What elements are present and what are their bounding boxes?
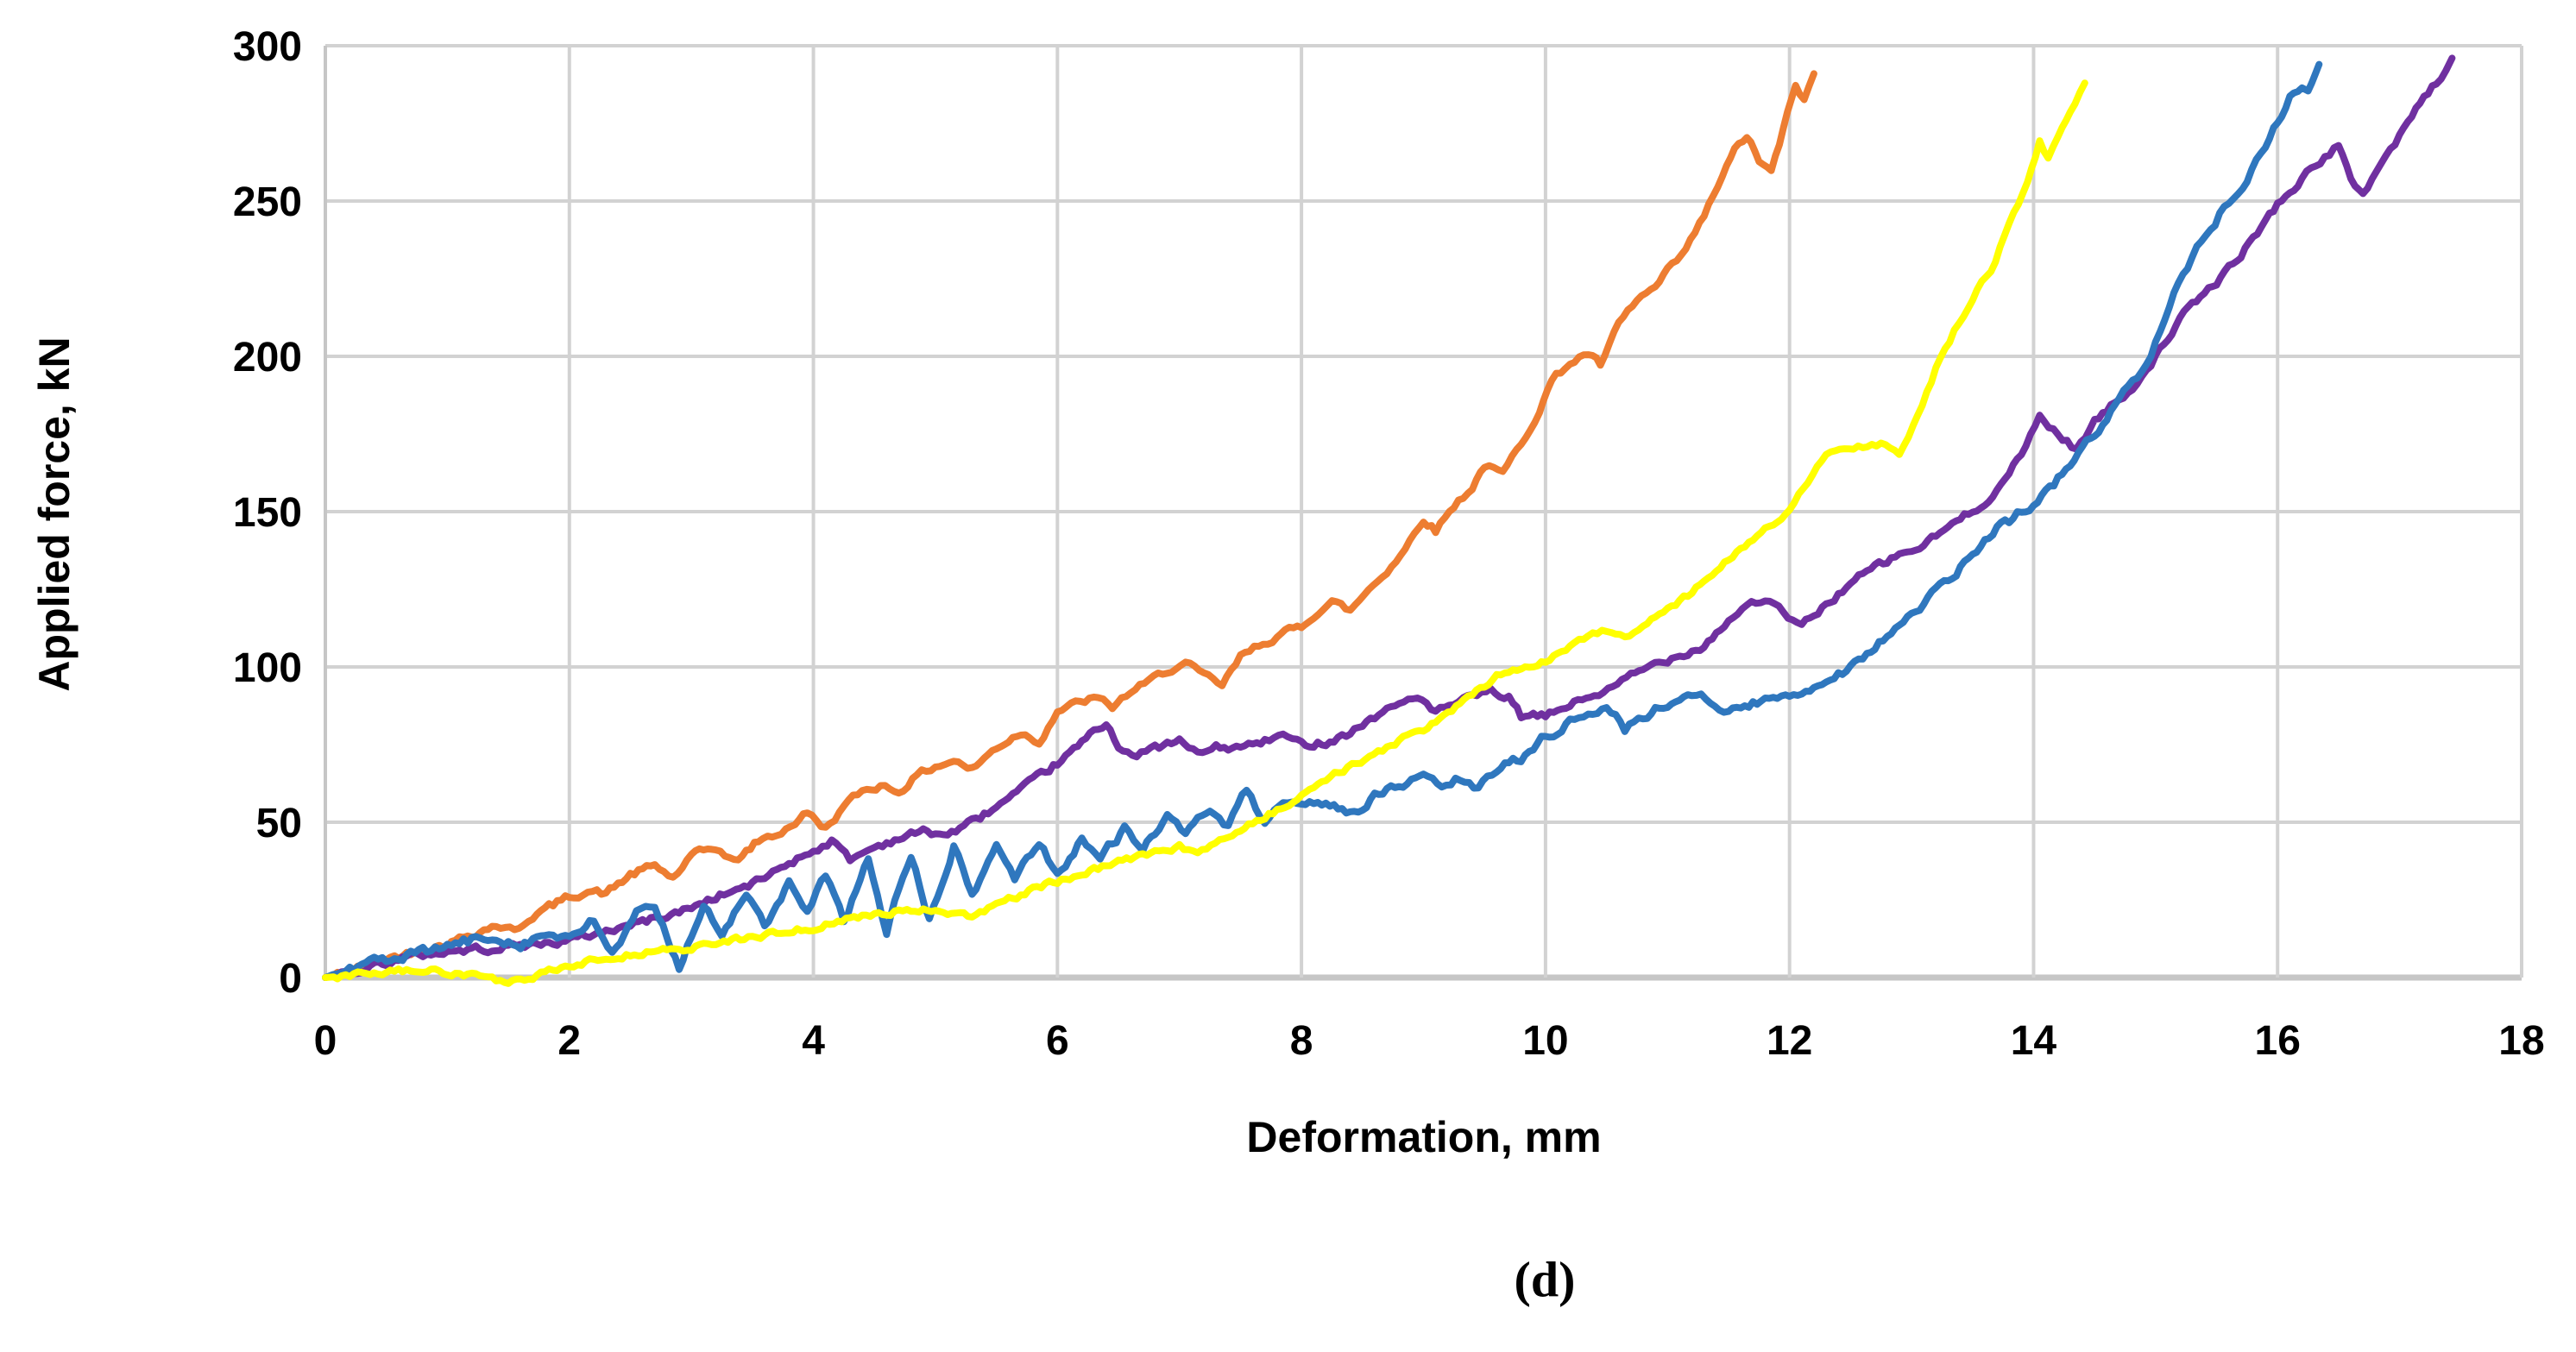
x-tick-label: 2 <box>557 1018 581 1064</box>
y-axis-title: Applied force, kN <box>30 336 79 692</box>
y-tick-label: 0 <box>279 956 302 1002</box>
curve-orange <box>322 70 1817 981</box>
x-tick-label: 14 <box>2011 1018 2057 1064</box>
x-tick-label: 18 <box>2498 1018 2544 1064</box>
y-tick-label: 50 <box>256 801 302 846</box>
curve-blue <box>322 60 2323 981</box>
figure-caption: (d) <box>1514 1251 1576 1308</box>
series-curves <box>322 54 2456 987</box>
tick-labels: 0 50 100 150 200 250 300 0 2 4 6 8 10 12 14 16 18 <box>233 24 2545 1064</box>
x-tick-label: 16 <box>2255 1018 2301 1064</box>
x-tick-label: 6 <box>1046 1018 1069 1064</box>
x-tick-label: 0 <box>314 1018 337 1064</box>
y-tick-label: 200 <box>233 335 302 380</box>
x-tick-label: 4 <box>802 1018 825 1064</box>
y-tick-label: 300 <box>233 24 302 70</box>
x-tick-label: 12 <box>1767 1018 1812 1064</box>
curve-purple <box>322 54 2456 981</box>
x-tick-label: 8 <box>1290 1018 1313 1064</box>
y-tick-label: 150 <box>233 490 302 536</box>
x-axis-title: Deformation, mm <box>1246 1113 1602 1161</box>
x-tick-label: 10 <box>1522 1018 1568 1064</box>
gridlines <box>324 44 2523 981</box>
y-tick-label: 250 <box>233 179 302 225</box>
y-tick-label: 100 <box>233 645 302 691</box>
curve-yellow <box>322 79 2088 987</box>
